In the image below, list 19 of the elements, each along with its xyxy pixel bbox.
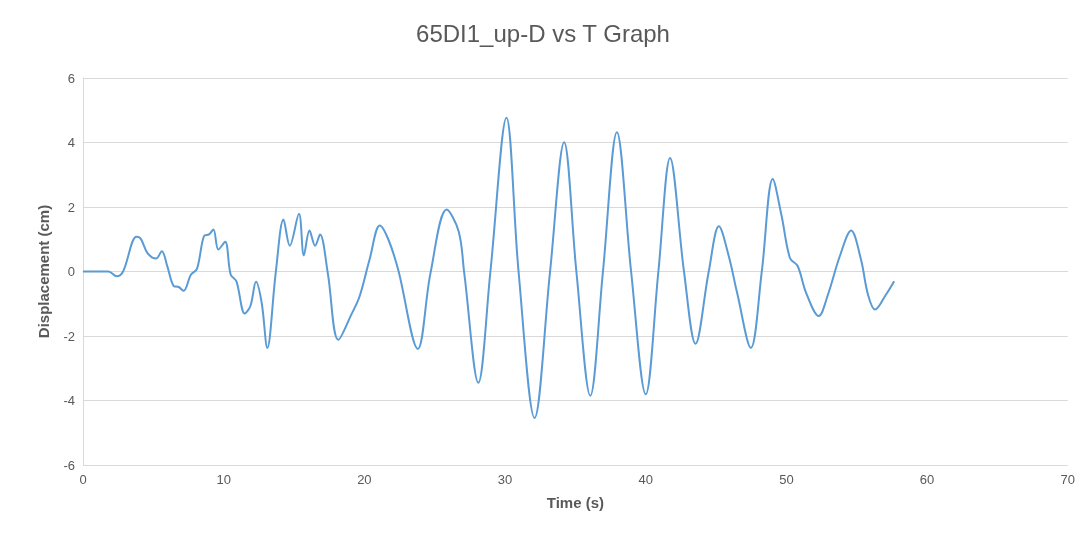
x-tick-label: 30 <box>497 472 513 487</box>
y-tick-label: -4 <box>63 393 75 408</box>
x-axis-title: Time (s) <box>546 494 605 511</box>
x-tick-label: 0 <box>79 472 87 487</box>
chart-title: 65DI1_up-D vs T Graph <box>416 19 670 47</box>
line-series <box>82 116 896 419</box>
y-tick-label: 2 <box>67 199 75 215</box>
x-tick-label: 10 <box>216 472 231 487</box>
y-tick-label: -6 <box>63 457 75 473</box>
x-tick-label: 50 <box>779 472 794 487</box>
x-tick-label: 60 <box>919 472 935 487</box>
y-axis-title: Displacement (cm) <box>35 204 52 339</box>
y-tick-label: 6 <box>67 70 75 86</box>
y-tick-label: -2 <box>63 328 75 344</box>
y-tick-label: 4 <box>67 135 75 150</box>
x-tick-label: 20 <box>357 472 372 487</box>
y-tick-label: 0 <box>67 264 75 279</box>
x-tick-label: 40 <box>638 472 653 487</box>
x-tick-label: 70 <box>1060 472 1075 487</box>
